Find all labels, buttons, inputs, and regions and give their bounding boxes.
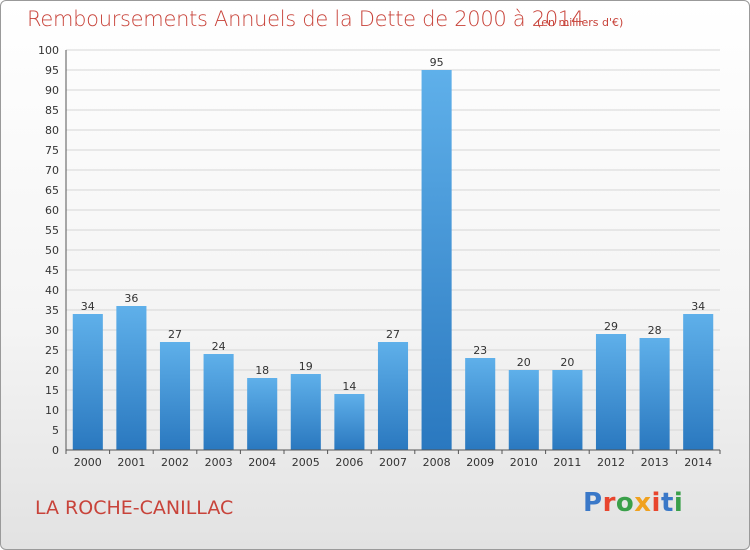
data-label-2004: 18 (255, 364, 269, 377)
chart-unit: (en milliers d'€) (537, 16, 624, 29)
data-label-2011: 20 (560, 356, 574, 369)
y-tick-label: 40 (45, 284, 59, 297)
commune-name: LA ROCHE-CANILLAC (35, 497, 234, 519)
y-tick-label: 35 (45, 304, 59, 317)
y-tick-label: 0 (52, 444, 59, 457)
y-tick-label: 80 (45, 124, 59, 137)
data-label-2014: 34 (691, 300, 705, 313)
bar-2003 (203, 354, 234, 450)
data-label-2001: 36 (124, 292, 138, 305)
bar-2008 (421, 70, 452, 450)
data-label-2003: 24 (212, 340, 226, 353)
x-tick-label-2004: 2004 (248, 456, 276, 469)
y-tick-label: 25 (45, 344, 59, 357)
data-label-2010: 20 (517, 356, 531, 369)
x-tick-label-2006: 2006 (335, 456, 363, 469)
x-tick-label-2005: 2005 (292, 456, 320, 469)
bar-2013 (639, 338, 670, 450)
data-label-2009: 23 (473, 344, 487, 357)
x-tick-label-2009: 2009 (466, 456, 494, 469)
x-tick-label-2001: 2001 (117, 456, 145, 469)
y-tick-label: 50 (45, 244, 59, 257)
bar-2000 (72, 314, 103, 450)
bar-2006 (334, 394, 365, 450)
y-tick-label: 100 (38, 44, 59, 57)
x-tick-label-2002: 2002 (161, 456, 189, 469)
data-label-2013: 28 (648, 324, 662, 337)
y-tick-label: 15 (45, 384, 59, 397)
bar-2005 (290, 374, 321, 450)
y-tick-label: 65 (45, 184, 59, 197)
bars: 34 36 27 24 18 19 14 27 95 23 20 20 29 28 34 (72, 56, 714, 450)
data-label-2002: 27 (168, 328, 182, 341)
y-tick-label: 20 (45, 364, 59, 377)
x-tick-label-2008: 2008 (423, 456, 451, 469)
y-tick-label: 70 (45, 164, 59, 177)
x-tick-label-2013: 2013 (641, 456, 669, 469)
x-tick-label-2003: 2003 (205, 456, 233, 469)
data-label-2005: 19 (299, 360, 313, 373)
x-tick-label-2011: 2011 (553, 456, 581, 469)
bar-2010 (508, 370, 539, 450)
y-tick-label: 90 (45, 84, 59, 97)
y-tick-label: 10 (45, 404, 59, 417)
y-tick-label: 85 (45, 104, 59, 117)
bar-2002 (159, 342, 191, 450)
proxiti-logo: Proxiti (583, 488, 684, 518)
axes: 0 5 10 15 20 25 30 35 40 45 50 55 60 65 70 75 80 85 90 95 10… (38, 44, 721, 469)
y-tick-label: 60 (45, 204, 59, 217)
bar-2001 (116, 306, 147, 450)
y-tick-label: 55 (45, 224, 59, 237)
x-tick-label-2010: 2010 (510, 456, 538, 469)
data-label-2000: 34 (81, 300, 95, 313)
chart-title: Remboursements Annuels de la Dette de 20… (27, 7, 584, 31)
y-tick-label: 45 (45, 264, 59, 277)
x-tick-label-2000: 2000 (74, 456, 102, 469)
bar-2004 (247, 378, 278, 450)
data-label-2008: 95 (430, 56, 444, 69)
bar-2007 (377, 342, 409, 450)
bar-2014 (683, 314, 714, 450)
data-label-2007: 27 (386, 328, 400, 341)
x-tick-label-2014: 2014 (684, 456, 712, 469)
x-tick-label-2012: 2012 (597, 456, 625, 469)
y-tick-label: 95 (45, 64, 59, 77)
x-tick-label-2007: 2007 (379, 456, 407, 469)
bar-2011 (552, 370, 583, 450)
data-label-2012: 29 (604, 320, 618, 333)
y-tick-label: 30 (45, 324, 59, 337)
data-label-2006: 14 (342, 380, 356, 393)
y-tick-label: 5 (52, 424, 59, 437)
bar-2009 (465, 358, 496, 450)
y-tick-label: 75 (45, 144, 59, 157)
bar-2012 (595, 334, 627, 450)
